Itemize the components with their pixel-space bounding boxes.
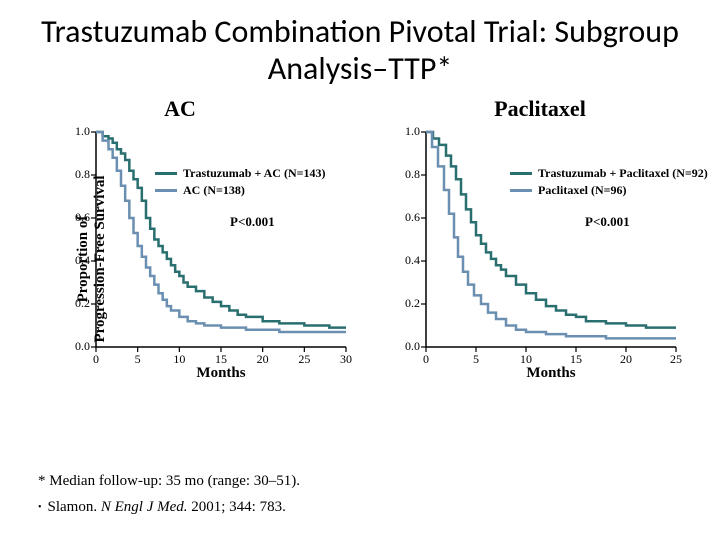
y-tick-label: 0.2 [405, 296, 420, 311]
legend-label: Trastuzumab + AC (N=143) [183, 166, 325, 181]
y-tick-label: 0.0 [75, 339, 90, 354]
y-tick-label: 0.2 [75, 296, 90, 311]
legend-swatch [510, 172, 532, 175]
y-tick-label: 0.8 [405, 167, 420, 182]
panel-pac-title: Paclitaxel [360, 96, 720, 122]
chart-pac-svg [390, 124, 710, 384]
legend-swatch [155, 189, 177, 192]
chart-legend: Trastuzumab + Paclitaxel (N=92) Paclitaxe… [510, 166, 708, 200]
slide-title: Trastuzumab Combination Pivotal Trial: S… [0, 0, 720, 88]
chart-legend: Trastuzumab + AC (N=143) AC (N=138) [155, 166, 325, 200]
panel-ac-title: AC [0, 96, 360, 122]
legend-swatch [510, 189, 532, 192]
footnote-text: * Median follow-up: 35 mo (range: 30–51)… [38, 469, 300, 495]
chart-pac: 0.00.20.40.60.81.00510152025Trastuzumab … [390, 124, 710, 384]
y-tick-label: 0.8 [75, 167, 90, 182]
p-value-text: P<0.001 [585, 214, 630, 230]
footnotes: * Median follow-up: 35 mo (range: 30–51)… [38, 469, 300, 520]
panel-titles-row: AC Paclitaxel [0, 96, 720, 122]
y-tick-label: 0.6 [405, 210, 420, 225]
x-axis-label: Months [426, 365, 676, 382]
p-value-text: P<0.001 [230, 214, 275, 230]
y-tick-label: 1.0 [405, 124, 420, 139]
legend-label: Paclitaxel (N=96) [538, 183, 626, 198]
reference-text: •Slamon. N Engl J Med. 2001; 344: 783. [38, 495, 300, 521]
y-tick-label: 0.6 [75, 210, 90, 225]
legend-label: AC (N=138) [183, 183, 245, 198]
chart-ac: 0.00.20.40.60.81.0051015202530Trastuzuma… [60, 124, 380, 384]
legend-label: Trastuzumab + Paclitaxel (N=92) [538, 166, 708, 181]
y-tick-label: 0.4 [75, 253, 90, 268]
chart-row: Proportion of Progression-Free Survival … [0, 124, 720, 394]
y-tick-label: 1.0 [75, 124, 90, 139]
y-tick-label: 0.4 [405, 253, 420, 268]
x-axis-label: Months [96, 365, 346, 382]
y-tick-label: 0.0 [405, 339, 420, 354]
chart-ac-svg [60, 124, 380, 384]
legend-swatch [155, 172, 177, 175]
